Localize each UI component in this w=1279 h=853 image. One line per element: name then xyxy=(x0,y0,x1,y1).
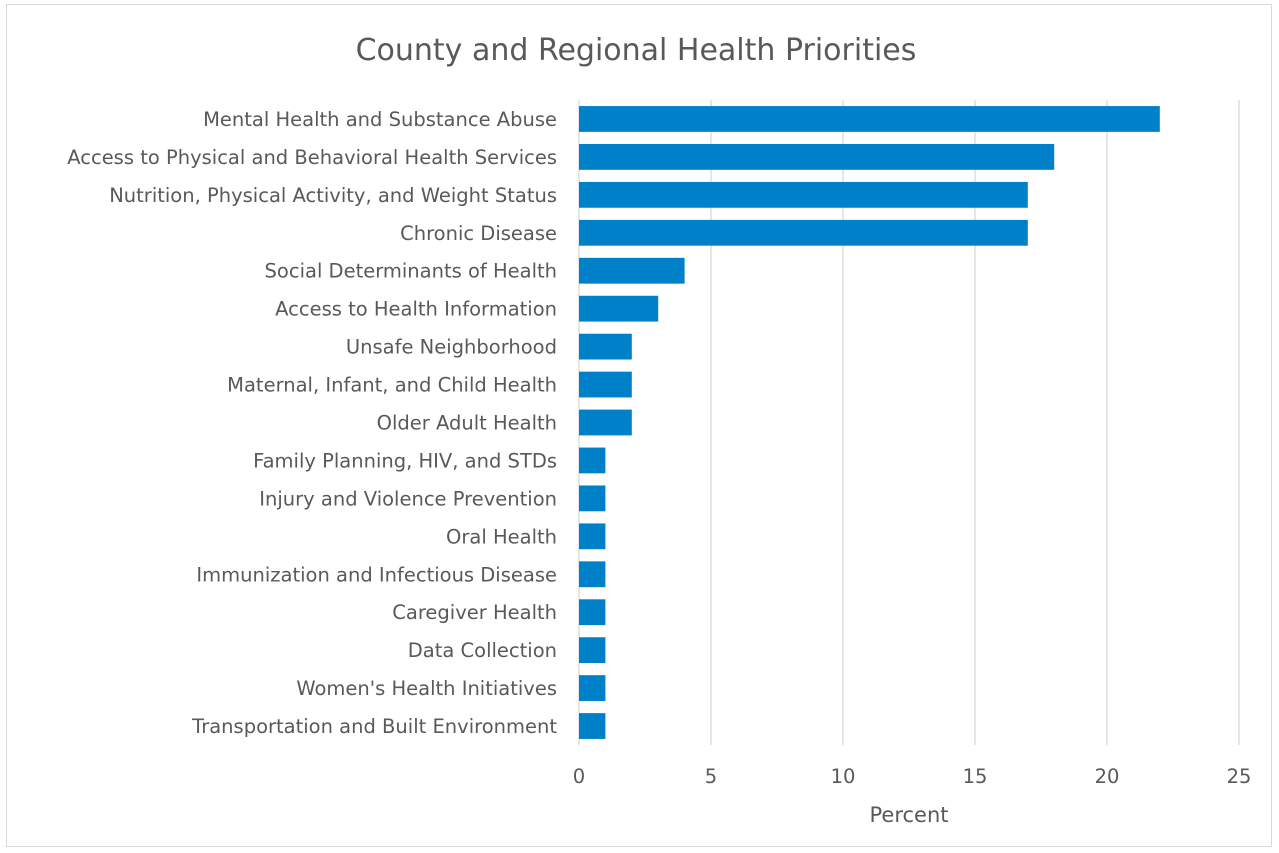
category-label: Social Determinants of Health xyxy=(265,260,557,283)
bar xyxy=(579,561,606,588)
bar xyxy=(579,599,606,626)
category-label: Caregiver Health xyxy=(392,601,557,624)
bar xyxy=(579,257,685,284)
category-label: Older Adult Health xyxy=(377,412,557,435)
bar xyxy=(579,371,632,398)
bar xyxy=(579,485,606,512)
category-label: Data Collection xyxy=(408,639,557,662)
chart-title: County and Regional Health Priorities xyxy=(356,33,917,68)
x-tick-label: 15 xyxy=(963,765,988,788)
bar xyxy=(579,181,1028,208)
bar xyxy=(579,447,606,474)
category-label: Access to Health Information xyxy=(275,298,557,321)
category-label: Unsafe Neighborhood xyxy=(346,336,557,359)
bar xyxy=(579,409,632,436)
x-tick-labels: 0 5 10 15 20 25 xyxy=(573,765,1252,788)
category-labels: Mental Health and Substance Abuse Access … xyxy=(67,108,557,738)
bar xyxy=(579,333,632,360)
category-label: Oral Health xyxy=(446,525,557,548)
x-tick-label: 10 xyxy=(831,765,856,788)
x-tick-label: 25 xyxy=(1227,765,1252,788)
bar xyxy=(579,106,1160,132)
bar xyxy=(579,523,606,550)
bar xyxy=(579,637,606,664)
category-label: Access to Physical and Behavioral Health… xyxy=(67,146,557,169)
x-axis-title: Percent xyxy=(869,803,948,827)
bar xyxy=(579,713,606,739)
category-label: Nutrition, Physical Activity, and Weight… xyxy=(109,184,557,207)
bar xyxy=(579,219,1028,246)
category-label: Family Planning, HIV, and STDs xyxy=(253,449,557,472)
category-label: Injury and Violence Prevention xyxy=(259,487,557,510)
x-tick-label: 20 xyxy=(1095,765,1120,788)
bar xyxy=(579,295,659,322)
bar xyxy=(579,144,1055,170)
category-label: Immunization and Infectious Disease xyxy=(196,563,557,586)
category-label: Mental Health and Substance Abuse xyxy=(203,108,557,131)
bar xyxy=(579,675,606,701)
category-label: Women's Health Initiatives xyxy=(296,677,557,700)
x-tick-label: 0 xyxy=(573,765,585,788)
x-tick-label: 5 xyxy=(705,765,717,788)
category-label: Maternal, Infant, and Child Health xyxy=(227,374,557,397)
bars xyxy=(579,106,1160,739)
category-label: Chronic Disease xyxy=(400,222,557,245)
category-label: Transportation and Built Environment xyxy=(191,715,557,738)
